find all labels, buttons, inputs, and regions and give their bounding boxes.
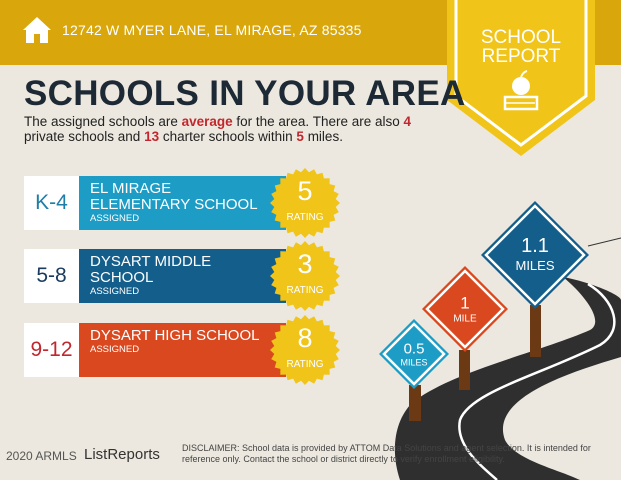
- page-title: SCHOOLS IN YOUR AREA: [24, 74, 466, 113]
- school-name: DYSART MIDDLE SCHOOL: [90, 253, 212, 286]
- school-name: DYSART HIGH SCHOOL: [90, 327, 260, 344]
- property-address: 12742 W MYER LANE, EL MIRAGE, AZ 85335: [62, 22, 362, 38]
- rating-seal: [270, 315, 340, 385]
- distance-sign-one-point-one-miles: 1.1 MILES: [515, 235, 555, 273]
- school-report-ribbon: [447, 0, 595, 156]
- school-status: ASSIGNED: [90, 213, 140, 224]
- rating-badge: 5 RATING: [270, 168, 340, 238]
- school-status: ASSIGNED: [90, 344, 140, 355]
- apple-on-book-icon: [503, 70, 539, 111]
- sign-post: [459, 350, 470, 390]
- grade-range: 5-8: [24, 249, 79, 303]
- ribbon-line2: REPORT: [481, 46, 561, 67]
- distance-sign-half-mile: 0.5 MILES: [400, 340, 428, 368]
- rating-badge: 3 RATING: [270, 241, 340, 311]
- school-row[interactable]: 5-8 DYSART MIDDLE SCHOOL ASSIGNED: [24, 249, 286, 303]
- school-name: EL MIRAGE ELEMENTARY SCHOOL: [90, 180, 258, 213]
- disclaimer: DISCLAIMER: School data is provided by A…: [182, 443, 591, 464]
- summary-text: The assigned schools are average for the…: [24, 114, 412, 144]
- distance-sign: [481, 201, 589, 309]
- rating-seal: [270, 168, 340, 238]
- sign-post: [409, 385, 421, 421]
- rating-badge: 8 RATING: [270, 315, 340, 385]
- distance-sign-one-mile: 1 MILE: [453, 293, 477, 325]
- road: [394, 277, 621, 480]
- road-center-line: [458, 282, 616, 480]
- copyright: 2020 ARMLS: [6, 449, 77, 463]
- rating-seal: [270, 241, 340, 311]
- grade-range: 9-12: [24, 323, 79, 377]
- grade-range: K-4: [24, 176, 79, 230]
- distance-sign: [379, 319, 449, 389]
- sign-post: [530, 305, 541, 357]
- distance-sign: [422, 266, 508, 352]
- ribbon-line1: SCHOOL: [480, 27, 562, 48]
- school-row[interactable]: K-4 EL MIRAGE ELEMENTARY SCHOOL ASSIGNED: [24, 176, 286, 230]
- school-status: ASSIGNED: [90, 286, 140, 297]
- listreports-logo: ListReports: [84, 446, 160, 463]
- home-icon: [23, 17, 51, 43]
- school-row[interactable]: 9-12 DYSART HIGH SCHOOL ASSIGNED: [24, 323, 286, 377]
